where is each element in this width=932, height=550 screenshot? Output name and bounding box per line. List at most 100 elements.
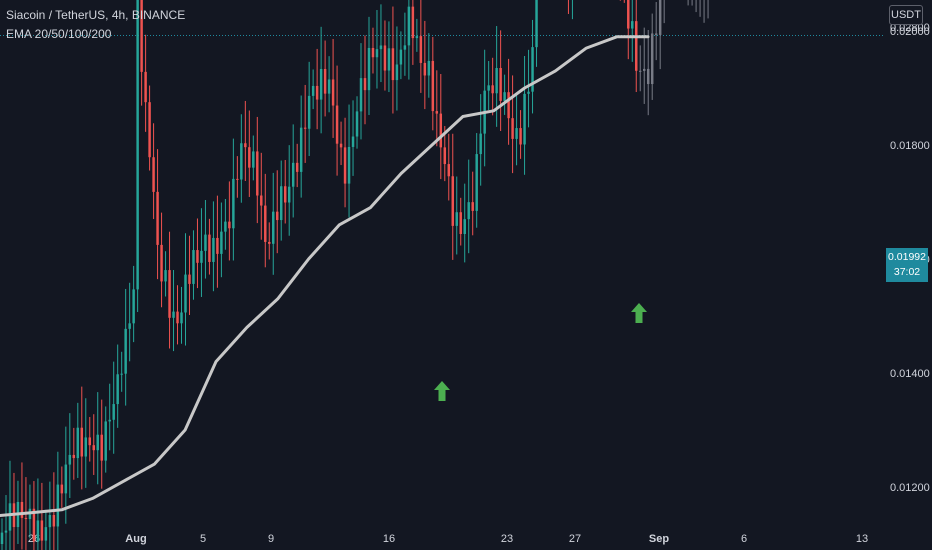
candle	[311, 85, 315, 96]
candle	[76, 427, 80, 459]
candle	[635, 21, 638, 71]
candle	[303, 127, 307, 129]
candle	[535, 0, 538, 48]
candle	[100, 434, 103, 461]
candle	[307, 95, 311, 129]
candle	[264, 205, 267, 242]
currency-button[interactable]: USDT	[889, 5, 923, 25]
candle	[363, 78, 367, 91]
candle	[419, 36, 423, 63]
candle	[291, 162, 295, 187]
candle	[112, 404, 115, 420]
candle	[431, 60, 435, 112]
candle	[503, 92, 506, 101]
price-tick-label: 0.01800	[890, 140, 930, 152]
candle	[128, 323, 131, 329]
candle	[56, 484, 60, 527]
candle	[359, 78, 363, 112]
candle	[152, 157, 155, 192]
candle	[184, 274, 187, 313]
candle	[287, 186, 291, 203]
candle	[68, 454, 72, 465]
candle	[120, 373, 123, 375]
candle	[423, 62, 427, 76]
candle	[355, 111, 359, 137]
candle	[435, 111, 439, 114]
projection-candle	[658, 0, 662, 35]
price-tick-label: 0.02800	[890, 22, 930, 34]
buy-arrow-icon	[631, 303, 647, 323]
candle	[459, 212, 462, 234]
price-tick-label: 0.01200	[890, 482, 930, 494]
candle	[216, 237, 219, 254]
candle	[387, 48, 391, 71]
time-tick-label: 23	[501, 533, 513, 545]
time-tick-label: 16	[383, 533, 395, 545]
candle	[507, 92, 510, 119]
candle	[108, 419, 111, 422]
projection-candle	[654, 33, 658, 35]
indicator-legend[interactable]: EMA 20/50/100/200	[6, 27, 112, 41]
candle	[299, 127, 303, 172]
candle	[60, 484, 64, 494]
candle	[40, 520, 44, 541]
candle	[52, 515, 56, 527]
candle	[180, 312, 183, 324]
projection-candle	[642, 68, 646, 71]
candle	[256, 151, 259, 196]
candle	[272, 211, 275, 244]
time-tick-label: 9	[268, 533, 274, 545]
candle	[339, 143, 343, 148]
candle	[627, 0, 630, 29]
candle	[192, 250, 195, 284]
candle	[232, 178, 235, 229]
candle	[515, 128, 518, 139]
candle	[268, 241, 271, 244]
time-tick-label: 27	[569, 533, 581, 545]
candle	[403, 45, 407, 50]
candle	[523, 93, 526, 145]
candle	[236, 178, 239, 180]
candle	[467, 202, 470, 220]
candle	[531, 47, 534, 92]
candle	[323, 69, 327, 94]
candle	[295, 162, 299, 172]
candle	[148, 102, 151, 158]
candle	[92, 445, 95, 451]
candle	[315, 85, 319, 100]
candle	[8, 503, 12, 531]
candle	[32, 508, 36, 542]
candle	[208, 234, 211, 262]
candle	[144, 71, 147, 103]
candle	[160, 244, 163, 282]
candle	[124, 328, 127, 374]
candle	[20, 501, 24, 518]
candle	[279, 186, 283, 221]
candle	[319, 69, 323, 100]
candle	[371, 47, 375, 58]
chart-title: Siacoin / TetherUS, 4h, BINANCE	[6, 8, 186, 22]
candle	[48, 515, 52, 528]
candle	[407, 6, 411, 46]
candle	[228, 221, 231, 229]
projection-candle	[639, 70, 642, 72]
candle	[411, 6, 415, 39]
candle	[379, 45, 383, 50]
candle	[156, 191, 159, 245]
time-tick-label: 13	[856, 533, 868, 545]
candle	[395, 64, 399, 81]
candle	[519, 128, 522, 145]
candle	[44, 527, 48, 541]
candle	[168, 270, 171, 318]
buy-arrow-icon	[434, 381, 450, 401]
candle	[487, 85, 490, 91]
candle	[220, 231, 223, 254]
time-tick-label: 6	[741, 533, 747, 545]
candle	[116, 374, 119, 405]
candle	[4, 530, 8, 533]
candle	[463, 219, 466, 234]
candle	[391, 48, 395, 81]
time-tick-label: 5	[200, 533, 206, 545]
